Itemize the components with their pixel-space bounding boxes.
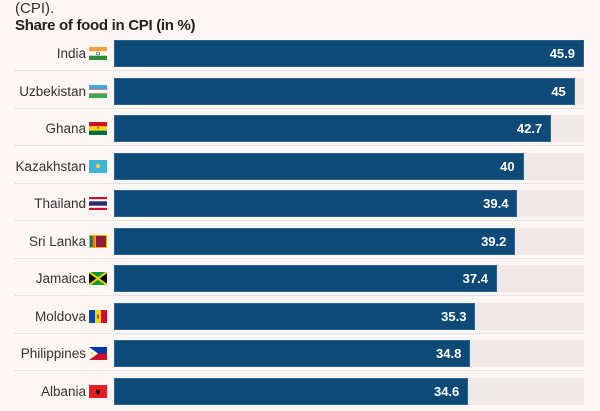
category-label: Philippines bbox=[20, 346, 86, 361]
chart-title: Share of food in CPI (in %) bbox=[15, 17, 196, 34]
category-label: Kazakhstan bbox=[15, 158, 86, 174]
bar-row: Thailand 39.4 bbox=[0, 186, 600, 223]
flag-icon bbox=[89, 384, 107, 398]
flag-icon bbox=[89, 122, 107, 135]
bar-row: India 45.9 bbox=[0, 36, 600, 73]
row-divider bbox=[15, 107, 584, 109]
category-label: Uzbekistan bbox=[19, 83, 86, 99]
row-divider bbox=[15, 332, 584, 334]
data-label: 39.4 bbox=[483, 196, 509, 211]
bar-row: Philippines 34.8 bbox=[0, 336, 600, 373]
flag-icon bbox=[89, 234, 107, 248]
bar bbox=[114, 340, 471, 367]
data-label: 40 bbox=[500, 158, 515, 174]
bar-row: Moldova 35.3 bbox=[0, 299, 600, 336]
bar bbox=[114, 115, 552, 142]
bar bbox=[114, 77, 575, 105]
bar-row: Kazakhstan 40 bbox=[0, 149, 600, 186]
bar bbox=[114, 302, 476, 330]
category-label: India bbox=[56, 46, 86, 61]
flag-icon bbox=[89, 84, 107, 98]
data-label: 34.8 bbox=[436, 346, 462, 361]
bar bbox=[114, 190, 518, 217]
bar bbox=[114, 40, 584, 67]
data-label: 37.4 bbox=[462, 271, 488, 286]
category-label: Jamaica bbox=[35, 271, 86, 286]
row-divider bbox=[15, 257, 584, 259]
bar-row: Uzbekistan 45 bbox=[0, 74, 600, 111]
bar-row: Ghana 42.7 bbox=[0, 111, 600, 148]
category-label: Moldova bbox=[34, 308, 86, 324]
data-label: 45.9 bbox=[549, 46, 575, 61]
row-divider bbox=[15, 370, 584, 371]
subtitle-fragment: (CPI). bbox=[15, 0, 55, 17]
bar bbox=[114, 227, 516, 255]
data-label: 42.7 bbox=[516, 121, 543, 136]
bar-row: Sri Lanka 39.2 bbox=[0, 224, 600, 261]
row-divider bbox=[15, 220, 584, 221]
row-divider bbox=[15, 145, 584, 146]
category-label: Thailand bbox=[34, 196, 86, 211]
flag-icon bbox=[89, 159, 107, 173]
bar bbox=[114, 152, 524, 180]
flag-icon bbox=[89, 197, 107, 210]
flag-icon bbox=[89, 347, 107, 360]
category-label: Albania bbox=[40, 383, 86, 399]
bar-row: Albania 34.6 bbox=[0, 374, 600, 411]
data-label: 39.2 bbox=[481, 233, 507, 249]
row-divider bbox=[15, 182, 584, 184]
row-divider bbox=[15, 70, 584, 71]
flag-icon bbox=[89, 309, 107, 323]
bar-row: Jamaica 37.4 bbox=[0, 261, 600, 298]
data-label: 45 bbox=[551, 83, 566, 99]
data-label: 34.6 bbox=[433, 383, 460, 399]
category-label: Ghana bbox=[45, 121, 86, 136]
category-label: Sri Lanka bbox=[28, 233, 86, 249]
data-label: 35.3 bbox=[441, 308, 467, 324]
flag-icon bbox=[89, 47, 107, 60]
flag-icon bbox=[89, 272, 107, 285]
bar bbox=[114, 265, 497, 292]
row-divider bbox=[15, 295, 584, 296]
